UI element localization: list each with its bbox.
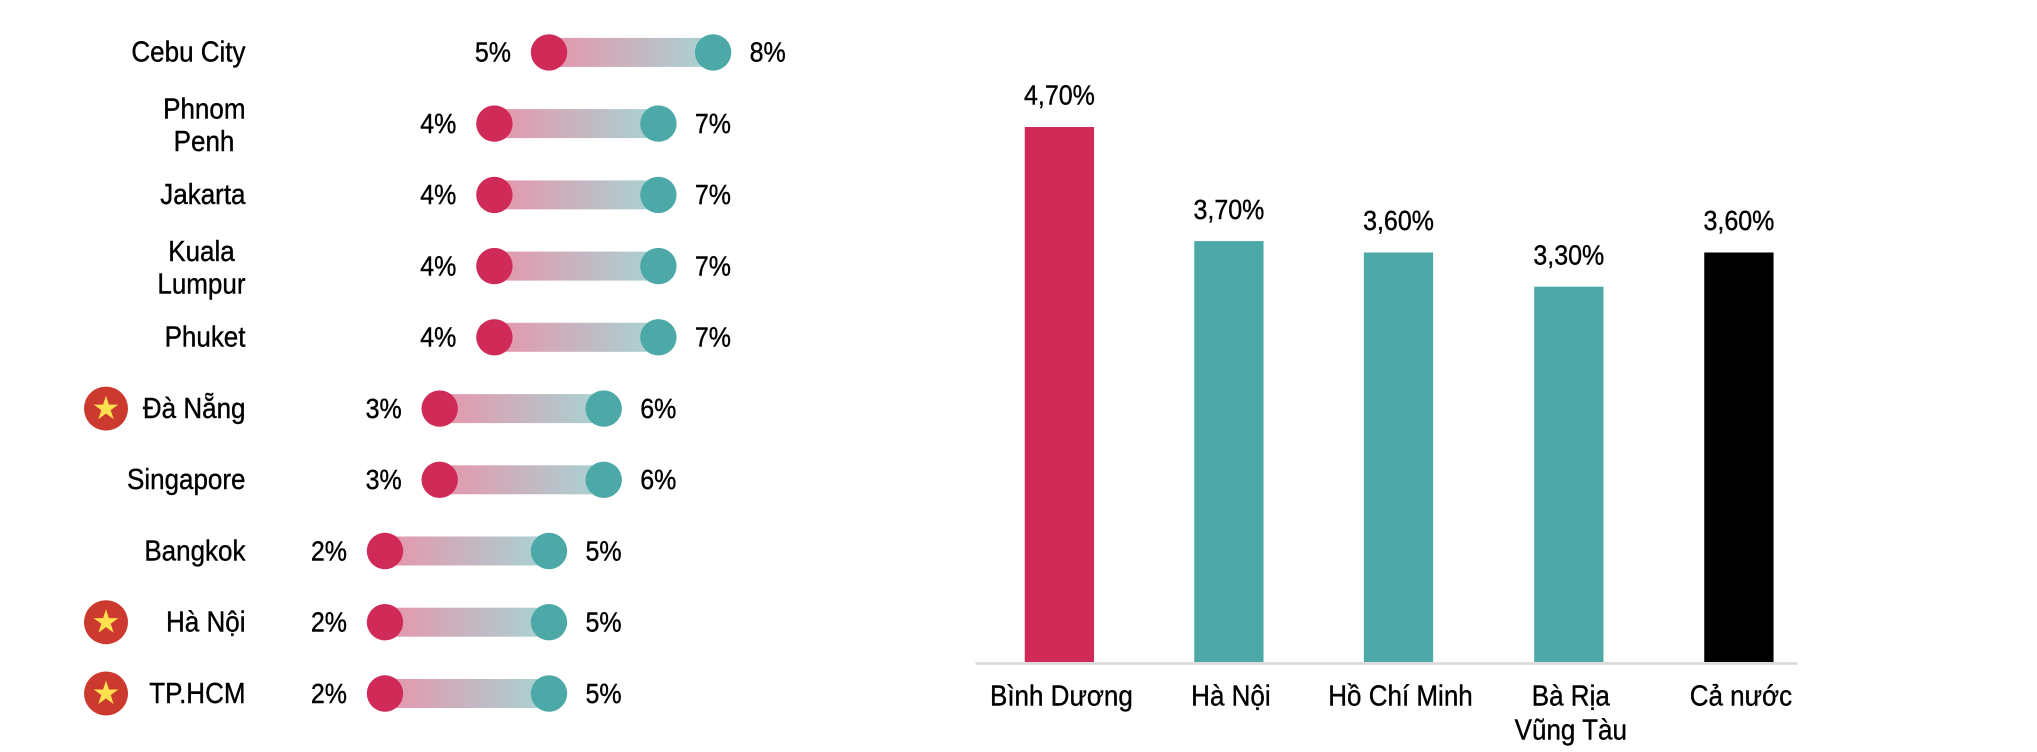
svg-text:Singapore: Singapore [127,463,246,496]
svg-text:Penh: Penh [174,125,235,158]
svg-text:4%: 4% [420,250,456,282]
svg-text:Bangkok: Bangkok [144,534,245,567]
svg-text:3,60%: 3,60% [1363,205,1434,237]
svg-text:Phuket: Phuket [165,320,246,353]
svg-text:4,70%: 4,70% [1024,79,1095,111]
svg-text:Jakarta: Jakarta [160,178,246,211]
svg-text:Lumpur: Lumpur [157,267,245,300]
svg-text:4%: 4% [420,321,456,353]
svg-text:Hà Nội: Hà Nội [1191,679,1270,712]
svg-text:8%: 8% [750,36,786,68]
svg-text:7%: 7% [695,179,731,211]
svg-text:5%: 5% [586,606,622,638]
svg-text:Hồ Chí Minh: Hồ Chí Minh [1328,679,1472,712]
svg-text:4%: 4% [420,179,456,211]
svg-text:Cebu City: Cebu City [131,35,245,68]
svg-text:3,60%: 3,60% [1703,205,1774,237]
svg-text:6%: 6% [640,464,676,496]
svg-text:4%: 4% [420,108,456,140]
svg-text:2%: 2% [311,535,347,567]
svg-text:7%: 7% [695,108,731,140]
svg-text:5%: 5% [586,535,622,567]
svg-text:6%: 6% [640,393,676,425]
svg-text:3%: 3% [366,393,402,425]
svg-text:2%: 2% [311,677,347,709]
svg-text:2%: 2% [311,606,347,638]
svg-text:5%: 5% [475,36,511,68]
svg-text:Kuala: Kuala [168,235,235,268]
svg-text:TP.HCM: TP.HCM [149,676,245,709]
svg-text:7%: 7% [695,250,731,282]
svg-text:Cả nước: Cả nước [1690,679,1793,712]
svg-text:Bình Dương: Bình Dương [990,679,1133,712]
svg-text:Hà Nội: Hà Nội [166,605,245,638]
svg-text:Bà Rịa: Bà Rịa [1532,679,1611,712]
svg-text:7%: 7% [695,321,731,353]
svg-text:Vũng Tàu: Vũng Tàu [1515,713,1627,746]
svg-text:5%: 5% [586,677,622,709]
svg-text:3%: 3% [366,464,402,496]
svg-text:Đà Nẵng: Đà Nẵng [143,392,246,425]
svg-text:Phnom: Phnom [163,92,245,125]
svg-text:3,70%: 3,70% [1193,193,1264,225]
svg-text:3,30%: 3,30% [1533,239,1604,271]
